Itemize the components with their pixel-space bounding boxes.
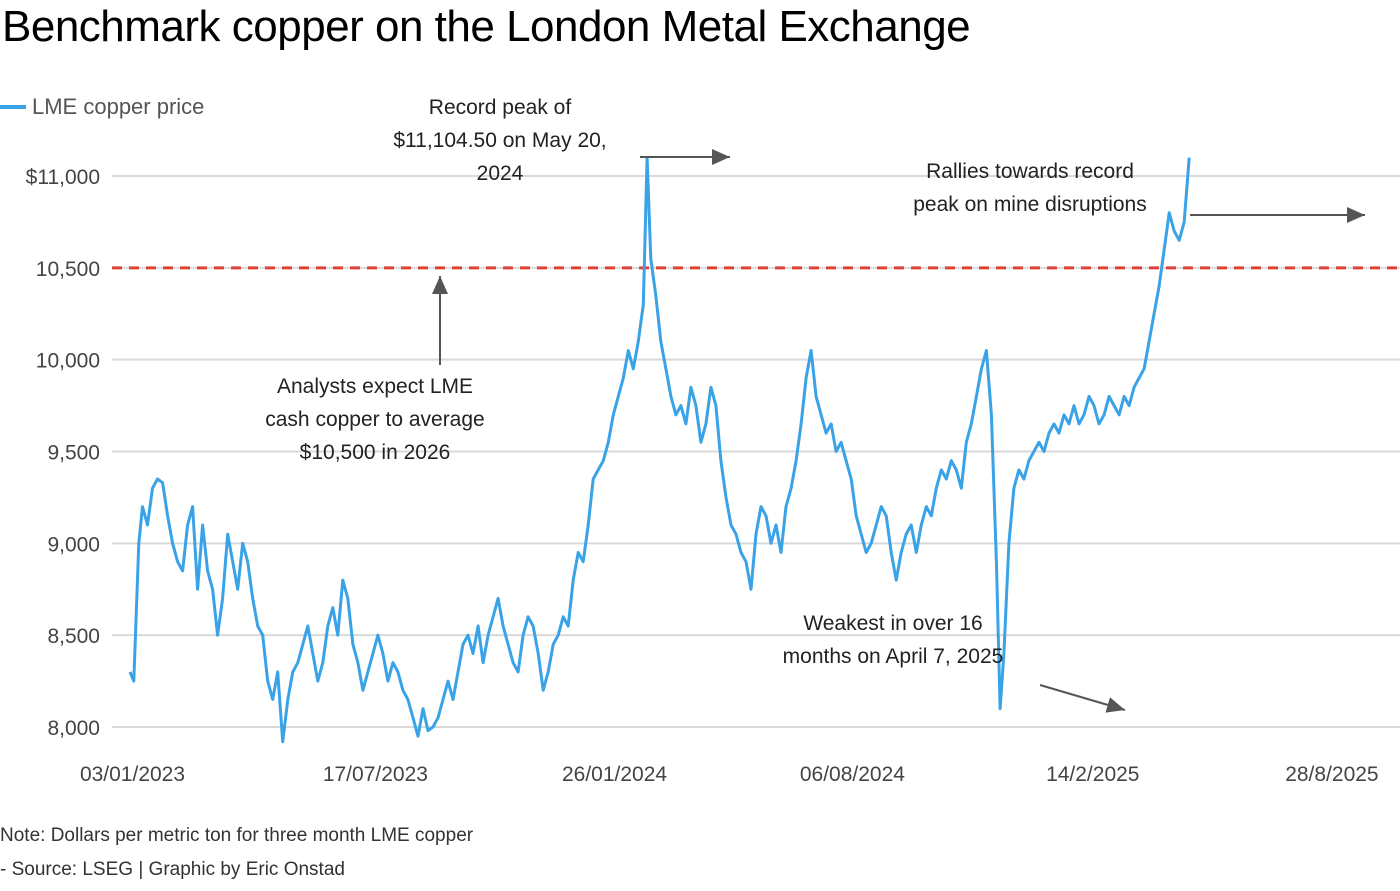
series-group: [128, 156, 1191, 744]
series-line: [128, 156, 1191, 744]
x-tick-label: 14/2/2025: [1046, 763, 1139, 786]
y-tick-label: 9,500: [47, 442, 100, 465]
annotation-text: cash copper to average: [265, 408, 484, 431]
annotation-text: peak on mine disruptions: [913, 193, 1146, 216]
y-tick-label: 10,000: [36, 350, 100, 373]
annotation-text: Weakest in over 16: [803, 612, 982, 635]
x-axis-ticks: 03/01/2023 17/07/2023 26/01/2024 06/08/2024…: [80, 763, 1379, 786]
y-tick-label: $11,000: [26, 166, 100, 189]
annotation-text: months on April 7, 2025: [783, 645, 1004, 668]
chart-title: Benchmark copper on the London Metal Exc…: [2, 2, 971, 51]
legend: LME copper price: [0, 92, 204, 122]
footer-source: - Source: LSEG | Graphic by Eric Onstad: [0, 859, 345, 880]
y-axis-ticks: 8,000 8,500 9,000 9,500 10,000 10,500 $11,000: [26, 166, 100, 740]
annotation-text: Analysts expect LME: [277, 375, 473, 398]
y-tick-label: 9,000: [47, 533, 100, 556]
x-tick-label: 06/08/2024: [800, 763, 905, 786]
annotation-arrow: [1039, 684, 1126, 713]
annotations: Record peak of $11,104.50 on May 20, 2024 R…: [265, 96, 1365, 713]
annotation-text: Record peak of: [429, 96, 572, 119]
y-tick-label: 8,500: [47, 625, 100, 648]
footer-note: Note: Dollars per metric ton for three m…: [0, 825, 474, 846]
legend-label: LME copper price: [32, 94, 205, 119]
y-tick-label: 8,000: [47, 717, 100, 740]
y-tick-label: 10,500: [36, 258, 100, 281]
annotation-text: $11,104.50 on May 20,: [393, 129, 606, 152]
x-tick-label: 17/07/2023: [323, 763, 428, 786]
annotation-text: Rallies towards record: [926, 160, 1134, 183]
x-tick-label: 03/01/2023: [80, 763, 185, 786]
x-tick-label: 26/01/2024: [562, 763, 667, 786]
annotation-text: $10,500 in 2026: [300, 441, 451, 464]
legend-swatch: [0, 105, 26, 109]
x-tick-label: 28/8/2025: [1285, 763, 1378, 786]
annotation-text: 2024: [477, 162, 524, 185]
